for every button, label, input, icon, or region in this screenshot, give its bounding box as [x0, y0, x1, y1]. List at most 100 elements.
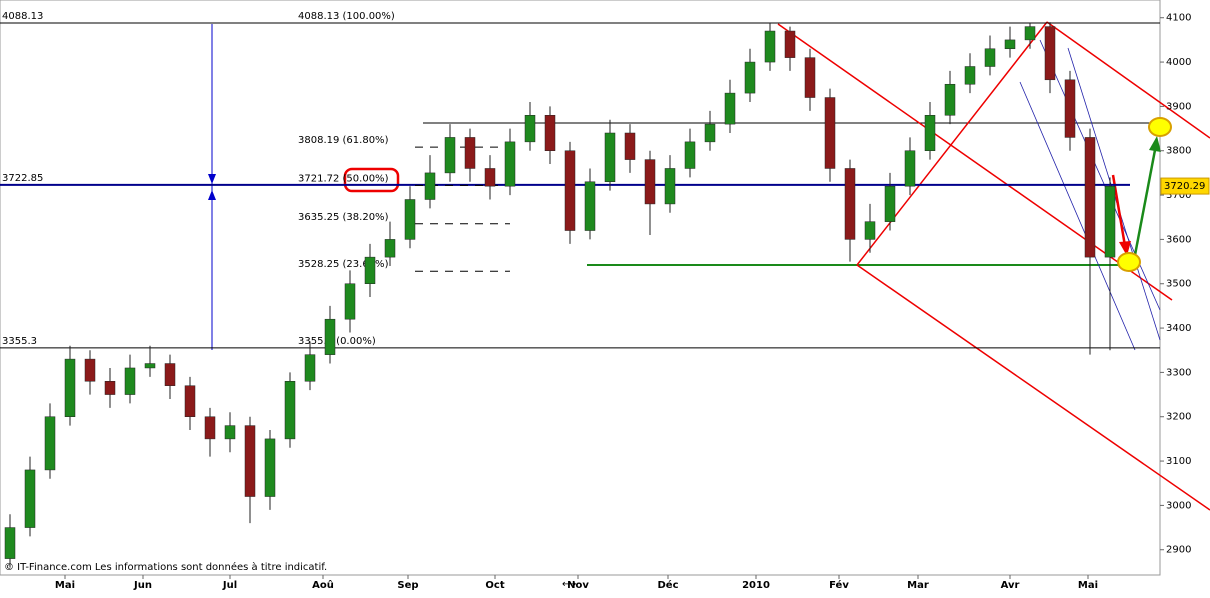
- y-tick-label: 3900: [1166, 101, 1191, 112]
- candle-body: [524, 115, 536, 143]
- fib-label: 3355.3 (0.00%): [298, 336, 376, 347]
- candle-body: [564, 150, 576, 231]
- candle-body: [164, 363, 176, 386]
- up-arrow: [1133, 149, 1157, 256]
- candle-body: [704, 123, 716, 143]
- x-tick-label: Déc: [657, 579, 678, 591]
- candle-body: [44, 416, 56, 471]
- candle-body: [584, 181, 596, 231]
- candle-body: [464, 137, 476, 169]
- candle-body: [124, 367, 136, 395]
- candle-body: [384, 239, 396, 258]
- x-tick-label: Jul: [222, 580, 237, 591]
- candle-body: [1004, 39, 1016, 50]
- candle-body: [244, 425, 256, 497]
- candle-body: [344, 283, 356, 320]
- annotations: ⟷: [208, 21, 1210, 590]
- plot-frame: [0, 0, 1161, 576]
- y-tick-label: 4100: [1166, 13, 1191, 24]
- candle-body: [964, 66, 976, 85]
- candle-body: [1024, 26, 1036, 41]
- last-price-label: 3720.29: [1164, 181, 1205, 192]
- target-marker: [1117, 252, 1141, 272]
- candle-body: [284, 381, 296, 440]
- candle-body: [604, 132, 616, 183]
- x-tick-label: Mar: [907, 580, 929, 591]
- candle-body: [264, 438, 276, 497]
- y-tick-label: 3800: [1166, 146, 1191, 157]
- candle-body: [924, 115, 936, 151]
- candle-body: [144, 363, 156, 369]
- fib-label: 3635.25 (38.20%): [298, 212, 389, 223]
- fib-label: 4088.13 (100.00%): [298, 11, 395, 22]
- y-tick-label: 3400: [1166, 323, 1191, 334]
- x-tick-label: Avr: [1001, 580, 1020, 591]
- candle-body: [724, 92, 736, 125]
- x-tick-label: Mai: [1078, 580, 1098, 591]
- candle-body: [324, 318, 336, 355]
- target-marker: [1148, 117, 1172, 137]
- arrow-head: [208, 174, 216, 200]
- candle-body: [624, 132, 636, 160]
- candle-body: [424, 172, 436, 200]
- fib-label: 3721.72 (50.00%): [298, 173, 389, 184]
- candle-body: [804, 57, 816, 98]
- y-tick-label: 3000: [1166, 500, 1191, 511]
- candle-body: [664, 168, 676, 205]
- candle-body: [4, 527, 16, 559]
- level-label: 3355.3: [2, 336, 37, 347]
- fib-label: 3808.19 (61.80%): [298, 135, 389, 146]
- y-tick-label: 3700: [1166, 190, 1191, 201]
- candle-body: [304, 354, 316, 382]
- x-tick-label: Oct: [485, 580, 504, 591]
- trend-line: [1046, 21, 1210, 139]
- y-tick-label: 3100: [1166, 456, 1191, 467]
- level-label: 3722.85: [2, 173, 43, 184]
- trend-line: [856, 264, 1210, 511]
- y-tick-label: 3600: [1166, 234, 1191, 245]
- candle-body: [204, 416, 216, 440]
- highlight-box: [343, 167, 400, 193]
- candle-body: [644, 159, 656, 205]
- last-price-box: [1160, 177, 1210, 195]
- y-tick-label: 2900: [1166, 545, 1191, 556]
- x-tick-label: Fév: [829, 579, 849, 591]
- candle-body: [224, 425, 236, 440]
- fib-label: 3528.25 (23.60%): [298, 259, 389, 270]
- period-icon: ⟷: [562, 579, 576, 590]
- candle-body: [1084, 137, 1096, 258]
- candle-body: [944, 83, 956, 116]
- x-tick-label: Sep: [397, 580, 418, 591]
- candle-body: [984, 48, 996, 67]
- candle-body: [364, 256, 376, 284]
- candle-body: [764, 30, 776, 63]
- candle-body: [484, 168, 496, 187]
- candle-body: [104, 381, 116, 395]
- candle-body: [84, 358, 96, 382]
- level-label: 4088.13: [2, 11, 43, 22]
- x-tick-label: Mai: [55, 580, 75, 591]
- x-tick-label: 2010: [742, 580, 770, 591]
- y-tick-label: 3500: [1166, 279, 1191, 290]
- candle-body: [444, 137, 456, 174]
- x-tick-label: Jun: [133, 580, 152, 591]
- candle-body: [64, 358, 76, 417]
- channel-line: [1019, 81, 1136, 351]
- candle-body: [844, 168, 856, 240]
- candle-body: [404, 199, 416, 240]
- candle-body: [184, 385, 196, 417]
- trend-line: [856, 21, 1048, 266]
- y-tick-label: 4000: [1166, 57, 1191, 68]
- candle-body: [1064, 79, 1076, 138]
- arrow-head: [1149, 136, 1161, 152]
- candle-body: [784, 30, 796, 58]
- candle-body: [904, 150, 916, 187]
- candle-body: [504, 141, 516, 187]
- x-tick-label: Aoû: [312, 579, 334, 591]
- y-tick-label: 3200: [1166, 412, 1191, 423]
- candle-body: [864, 221, 876, 240]
- candle-body: [684, 141, 696, 169]
- candle-body: [884, 185, 896, 222]
- candle-body: [1104, 185, 1116, 258]
